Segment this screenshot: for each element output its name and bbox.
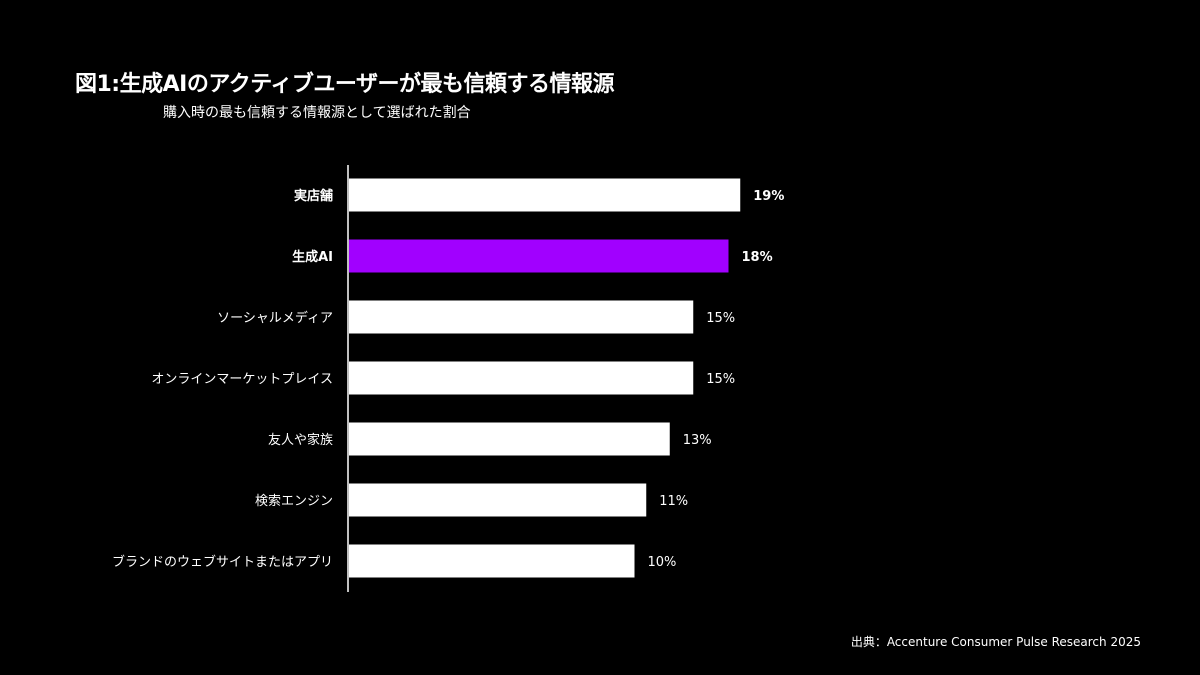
bar xyxy=(349,544,635,578)
bar xyxy=(349,361,694,395)
chart-subtitle: 購入時の最も信頼する情報源として選ばれた割合 xyxy=(163,105,471,121)
chart-title: 図1:生成AIのアクティブユーザーが最も信頼する情報源 xyxy=(75,72,614,97)
category-label: 友人や家族 xyxy=(268,432,333,448)
category-label: 生成AI xyxy=(292,249,333,265)
data-label: 15% xyxy=(706,311,735,326)
data-label: 13% xyxy=(683,433,712,448)
bar xyxy=(349,483,647,517)
bar xyxy=(349,239,729,273)
category-label: ソーシャルメディア xyxy=(217,310,333,326)
bar xyxy=(349,422,670,456)
data-label: 15% xyxy=(706,372,735,387)
data-label: 18% xyxy=(742,250,773,265)
category-label: 実店舗 xyxy=(294,188,333,204)
category-label: 検索エンジン xyxy=(255,494,333,509)
data-label: 11% xyxy=(659,494,688,509)
data-label: 10% xyxy=(648,555,677,570)
bar xyxy=(349,178,741,212)
data-label: 19% xyxy=(753,189,784,204)
source-note: 出典：Accenture Consumer Pulse Research 202… xyxy=(850,635,1141,649)
bar xyxy=(349,300,694,334)
category-label: ブランドのウェブサイトまたはアプリ xyxy=(112,554,333,570)
category-label: オンラインマーケットプレイス xyxy=(151,372,333,387)
